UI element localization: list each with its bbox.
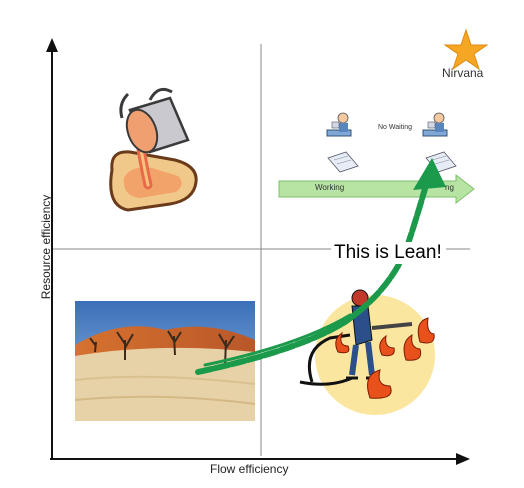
x-axis-arrowhead bbox=[456, 453, 470, 465]
worker-at-desk-icon bbox=[326, 112, 352, 137]
this-is-lean-callout: This is Lean! bbox=[331, 242, 446, 264]
paint-can-pour-icon bbox=[109, 87, 198, 212]
y-axis-arrowhead bbox=[46, 38, 58, 52]
working-label: Working bbox=[315, 183, 345, 192]
nirvana-label: Nirvana bbox=[442, 66, 484, 80]
star-icon bbox=[443, 28, 489, 71]
firefighter-icon bbox=[299, 289, 435, 415]
lean-arrow bbox=[195, 158, 446, 375]
working-label-partial: ng bbox=[445, 183, 454, 192]
y-axis-label: Resource efficiency bbox=[39, 194, 53, 300]
x-axis-label: Flow efficiency bbox=[210, 462, 289, 476]
no-waiting-label: No Waiting bbox=[378, 124, 412, 131]
document-icon bbox=[327, 151, 359, 173]
worker-at-desk-icon bbox=[422, 112, 448, 137]
